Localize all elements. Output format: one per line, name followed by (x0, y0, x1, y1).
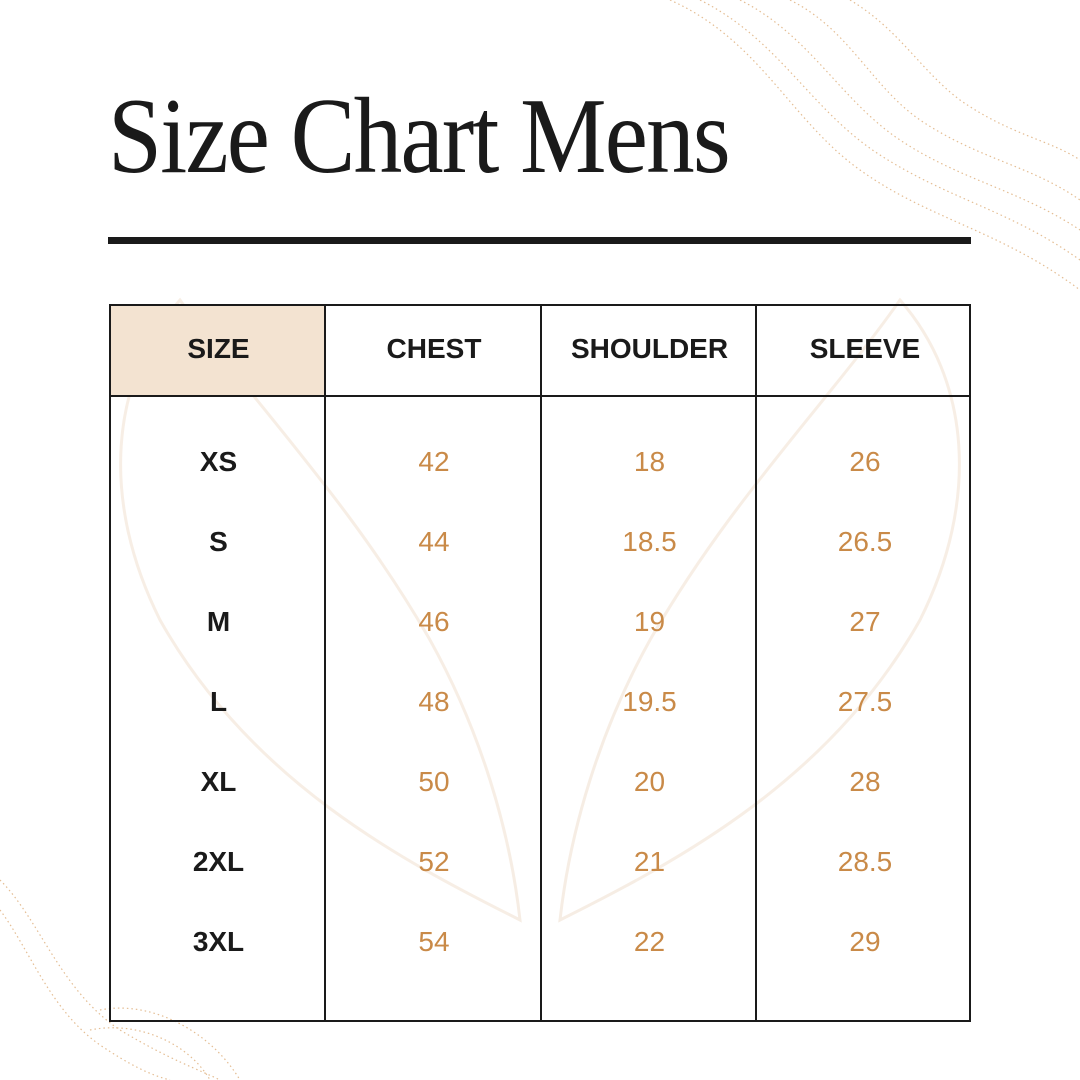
column-header: CHEST (386, 333, 482, 364)
measurement: 48 (418, 686, 450, 717)
measurement: 28.5 (837, 846, 893, 877)
measurement: 18 (633, 446, 666, 477)
title-rule (108, 237, 971, 244)
measurement: 27.5 (837, 686, 893, 717)
measurement: 20 (633, 766, 666, 797)
header-divider (111, 395, 969, 397)
measurement: 18.5 (622, 526, 677, 557)
measurement: 50 (418, 766, 450, 797)
size-label: M (206, 606, 231, 637)
measurement: 28 (849, 766, 881, 797)
measurement: 29 (849, 926, 881, 957)
size-label: XS (199, 446, 238, 477)
measurement: 19 (633, 606, 666, 637)
measurement: 46 (418, 606, 450, 637)
measurement: 22 (633, 926, 666, 957)
measurement: 26 (849, 446, 881, 477)
size-label: 2XL (192, 846, 245, 877)
measurement: 54 (418, 926, 450, 957)
measurement: 27 (849, 606, 881, 637)
size-label: L (209, 686, 228, 717)
measurement: 21 (633, 846, 666, 877)
size-label: 3XL (192, 926, 245, 957)
measurement: 52 (418, 846, 450, 877)
column-header: SIZE (187, 333, 250, 364)
column-divider (755, 306, 757, 1020)
column-divider (540, 306, 542, 1020)
size-label: XL (200, 766, 237, 797)
column-divider (324, 306, 326, 1020)
measurement: 19.5 (622, 686, 677, 717)
title: Size Chart Mens (108, 77, 731, 196)
column-header: SHOULDER (570, 333, 729, 364)
size-header-background (111, 306, 326, 395)
measurement: 44 (418, 526, 450, 557)
size-label: S (209, 526, 228, 557)
size-table: SIZE CHEST SHOULDER SLEEVE XS 42 18 26 S 44 18.5 26… (109, 304, 971, 1022)
column-header: SLEEVE (809, 333, 921, 364)
measurement: 26.5 (837, 526, 893, 557)
measurement: 42 (418, 446, 450, 477)
